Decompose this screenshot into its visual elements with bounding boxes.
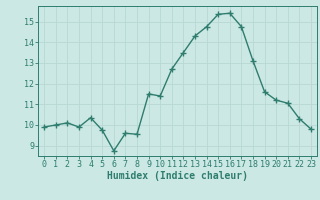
X-axis label: Humidex (Indice chaleur): Humidex (Indice chaleur) bbox=[107, 171, 248, 181]
